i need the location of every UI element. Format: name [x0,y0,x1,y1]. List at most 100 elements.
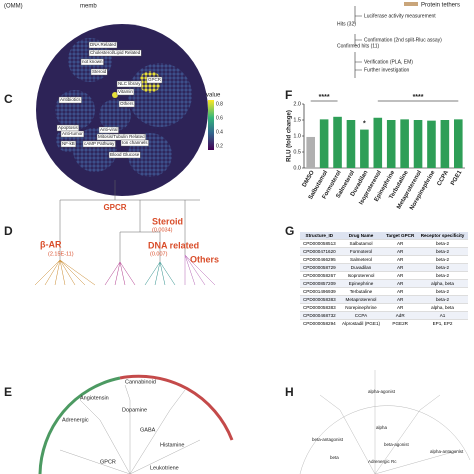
table-cell: CCPA [338,311,384,320]
bar [386,120,396,168]
bar [427,120,436,168]
tree-label: beta-agonist [384,442,410,447]
colorbar-tick: 0.6 [216,115,223,121]
table-row: CPD000466295 Salmeterol AR beta-2 [300,255,468,264]
table-cell: Duvadilan [338,263,384,272]
tree-label: Dopamine [122,407,147,413]
table-row: CPD000058513 Salbutamol AR beta-2 [300,239,468,248]
cluster-label: NLC library [118,81,141,86]
table-row: CPD001496939 Terbutaline AR beta-2 [300,287,468,296]
table-cell: Terbutaline [338,287,384,296]
table-cell: PGE2R [383,319,418,327]
table-row: CPD000468732 CCPA AdR A1 [300,311,468,320]
colorbar-tick: 0.2 [216,143,223,149]
circle-tree-ring [38,374,234,474]
table-row: CPD000058267 Isoproterenol AR beta-2 [300,271,468,280]
radial-tree [299,370,471,474]
label-box [116,80,142,88]
table-row: CPD000471620 Formoterol AR beta-2 [300,247,468,256]
table-cell: AdR [383,311,418,320]
bar [413,120,423,168]
table-cell: Alprostadil (PGE1) [338,319,384,327]
table-cell: AR [383,279,418,288]
table-cell: CPD000466295 [300,255,339,264]
colorbar-title: value [206,93,221,99]
table-cell: CPD001496939 [300,287,339,296]
label-box [88,41,118,49]
label-box [108,151,141,159]
panel-letter: G [285,224,294,238]
p-value: (0.0034) [152,227,173,233]
label-box [82,140,116,148]
table-cell: AR [383,255,418,264]
tree-label: Histamine [160,442,184,448]
table-cell: A1 [417,311,468,320]
table-cell: Epinephrine [338,279,384,288]
y-tick-label: 1.0 [293,133,301,139]
panel-letter: C [4,92,13,106]
table-cell: CPD000058383 [300,303,339,312]
bar [346,120,356,168]
cluster-label: Anti-viral [100,127,118,132]
table-cell: alpha, beta [417,279,468,288]
bar [400,119,409,168]
cluster-label: Apoptosis [58,125,79,130]
table-cell: EP1, EP2 [417,319,468,327]
tree-label: Cannabinoid [125,379,156,385]
dendro-groups: β-AR Steroid DNA related Others (2.15E-11) (0… [40,216,219,264]
panel-letter: F [285,88,292,102]
table-cell: CPD000058267 [300,271,339,280]
cluster-label: Cholesterol/Lipid Related [90,50,141,55]
flow-text: Verification (PLA, EM) [364,59,413,65]
table-cell: Metaproterenol [338,295,384,304]
group-label: Steroid [152,216,183,226]
table-cell: Norepinephrine [338,303,384,312]
table-row: CPD000058294 Alprostadil (PGE1) PGE2R EP1, … [300,319,468,327]
table-header: Structure_ID [300,232,339,240]
p-value: (2.15E-11) [48,251,74,257]
flow-text: Hits (32) [337,21,356,27]
table-cell: AR [383,263,418,272]
legend-label: Protein tethers [421,3,460,9]
tree-label: beta [330,455,339,460]
flow-text: Confirmed hits (11) [337,43,379,49]
label-box [60,130,84,138]
table-cell: CPD000471620 [300,247,339,256]
cluster-label: Anti-tumor [62,131,83,136]
cluster-label: Mitosis/Tubulin Related [98,134,145,139]
cluster-labels: DNA Related Cholesterol/Lipid Related not … [56,41,163,159]
x-tick-label: CCPA [436,169,450,187]
cluster-label: not known [82,59,103,64]
tree-label: GABA [140,427,156,433]
bar [333,116,342,168]
cluster-label: NF-kB [62,141,75,146]
bar [360,129,369,168]
table-cell: CPD000468732 [300,311,339,320]
label-box [60,140,76,148]
p-value: (0.007) [150,251,168,257]
group-label: β-AR [40,239,62,249]
colorbar-tick: 0.8 [216,101,223,107]
cluster-label: DNA Related [90,42,117,47]
panel-letter: H [285,385,294,399]
cluster-label: Ion channels [122,140,148,145]
significance: **** [319,94,330,101]
cluster-label: Others [120,101,134,106]
table-cell: CPD000857209 [300,279,339,288]
significance: **** [413,94,424,101]
y-tick-label: 2.0 [293,101,301,107]
table-cell: beta-2 [417,247,468,256]
y-tick-label: 1.5 [293,117,301,123]
table-row: CPD000857209 Epinephrine AR alpha, beta [300,279,468,288]
circle-tree [59,384,201,474]
label-box [120,139,149,147]
label-box [90,68,108,76]
label-box [98,126,119,134]
colorbar [208,100,214,150]
table-cell: CPD000058513 [300,239,339,248]
group-label: DNA related [148,240,199,250]
colorbar-tick: 0.4 [216,129,223,135]
group-label: Others [190,254,219,264]
drug-table: Structure_ID Drug Name Target GPCR Receptor… [300,232,468,327]
